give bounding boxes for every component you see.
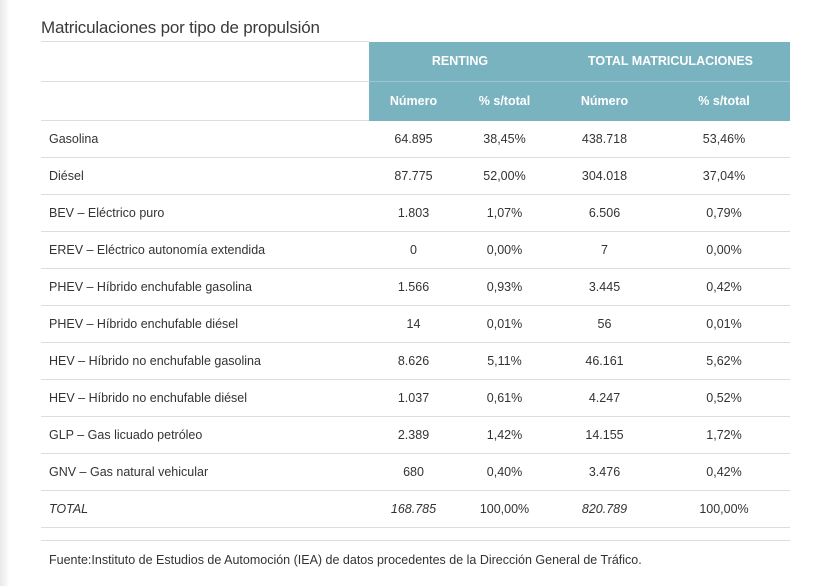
renting-numero-cell: 64.895: [369, 120, 458, 158]
header-blank-cell: [41, 41, 369, 82]
total-numero-cell: 3.476: [551, 453, 658, 491]
header-renting-pct: % s/total: [458, 81, 551, 121]
total-pct-cell: 1,72%: [658, 416, 791, 454]
table-title: Matriculaciones por tipo de propulsión: [41, 18, 320, 37]
divider: [41, 540, 790, 541]
header-column-row: Número % s/total Número % s/total: [41, 81, 791, 121]
renting-pct-cell: 1,07%: [458, 194, 551, 232]
total-numero-cell: 46.161: [551, 342, 658, 380]
renting-pct-cell: 0,40%: [458, 453, 551, 491]
total-label: TOTAL: [41, 490, 369, 528]
header-total-numero: Número: [551, 81, 658, 121]
renting-pct-cell: 0,61%: [458, 379, 551, 417]
renting-numero-cell: 87.775: [369, 157, 458, 195]
renting-pct-cell: 38,45%: [458, 120, 551, 158]
row-label: GLP – Gas licuado petróleo: [41, 416, 369, 454]
renting-numero-cell: 1.803: [369, 194, 458, 232]
total-numero-cell: 4.247: [551, 379, 658, 417]
header-renting-numero: Número: [369, 81, 458, 121]
renting-numero-cell: 2.389: [369, 416, 458, 454]
row-label: Diésel: [41, 157, 369, 195]
row-label: PHEV – Híbrido enchufable gasolina: [41, 268, 369, 306]
row-label: Gasolina: [41, 120, 369, 158]
total-pct-cell: 0,79%: [658, 194, 791, 232]
renting-numero-cell: 0: [369, 231, 458, 269]
total-pct-cell: 0,00%: [658, 231, 791, 269]
total-renting-pct: 100,00%: [458, 490, 551, 528]
propulsion-registrations-table: RENTING TOTAL MATRICULACIONES Número % s…: [41, 41, 791, 528]
renting-pct-cell: 52,00%: [458, 157, 551, 195]
table-row: PHEV – Híbrido enchufable gasolina 1.566…: [41, 268, 791, 306]
total-numero-cell: 438.718: [551, 120, 658, 158]
table-row: Diésel 87.775 52,00% 304.018 37,04%: [41, 157, 791, 195]
row-label: BEV – Eléctrico puro: [41, 194, 369, 232]
header-group-row: RENTING TOTAL MATRICULACIONES: [41, 41, 791, 82]
renting-pct-cell: 0,00%: [458, 231, 551, 269]
header-blank-cell: [41, 81, 369, 121]
row-label: GNV – Gas natural vehicular: [41, 453, 369, 491]
total-pct-cell: 37,04%: [658, 157, 791, 195]
table-row: HEV – Híbrido no enchufable diésel 1.037…: [41, 379, 791, 417]
total-pct-cell: 53,46%: [658, 120, 791, 158]
table-row: GLP – Gas licuado petróleo 2.389 1,42% 1…: [41, 416, 791, 454]
row-label: HEV – Híbrido no enchufable diésel: [41, 379, 369, 417]
renting-pct-cell: 5,11%: [458, 342, 551, 380]
header-group-renting: RENTING: [369, 41, 551, 82]
renting-pct-cell: 0,01%: [458, 305, 551, 343]
total-total-numero: 820.789: [551, 490, 658, 528]
table-row: GNV – Gas natural vehicular 680 0,40% 3.…: [41, 453, 791, 491]
renting-pct-cell: 0,93%: [458, 268, 551, 306]
total-pct-cell: 0,42%: [658, 453, 791, 491]
total-numero-cell: 3.445: [551, 268, 658, 306]
table-row: Gasolina 64.895 38,45% 438.718 53,46%: [41, 120, 791, 158]
total-numero-cell: 56: [551, 305, 658, 343]
page-edge-shadow: [0, 0, 10, 586]
row-label: EREV – Eléctrico autonomía extendida: [41, 231, 369, 269]
total-numero-cell: 7: [551, 231, 658, 269]
renting-pct-cell: 1,42%: [458, 416, 551, 454]
table-row: EREV – Eléctrico autonomía extendida 0 0…: [41, 231, 791, 269]
row-label: PHEV – Híbrido enchufable diésel: [41, 305, 369, 343]
total-renting-numero: 168.785: [369, 490, 458, 528]
table-row: PHEV – Híbrido enchufable diésel 14 0,01…: [41, 305, 791, 343]
total-pct-cell: 5,62%: [658, 342, 791, 380]
total-numero-cell: 6.506: [551, 194, 658, 232]
table-header: RENTING TOTAL MATRICULACIONES Número % s…: [41, 41, 791, 121]
total-pct-cell: 0,01%: [658, 305, 791, 343]
renting-numero-cell: 680: [369, 453, 458, 491]
total-numero-cell: 14.155: [551, 416, 658, 454]
table-row: BEV – Eléctrico puro 1.803 1,07% 6.506 0…: [41, 194, 791, 232]
total-row: TOTAL 168.785 100,00% 820.789 100,00%: [41, 490, 791, 528]
renting-numero-cell: 14: [369, 305, 458, 343]
renting-numero-cell: 1.037: [369, 379, 458, 417]
table-row: HEV – Híbrido no enchufable gasolina 8.6…: [41, 342, 791, 380]
total-pct-cell: 0,42%: [658, 268, 791, 306]
header-group-total: TOTAL MATRICULACIONES: [551, 41, 791, 82]
total-total-pct: 100,00%: [658, 490, 791, 528]
renting-numero-cell: 8.626: [369, 342, 458, 380]
total-pct-cell: 0,52%: [658, 379, 791, 417]
renting-numero-cell: 1.566: [369, 268, 458, 306]
header-total-pct: % s/total: [658, 81, 791, 121]
row-label: HEV – Híbrido no enchufable gasolina: [41, 342, 369, 380]
source-note: Fuente:Instituto de Estudios de Automoci…: [49, 553, 642, 567]
table-body: Gasolina 64.895 38,45% 438.718 53,46% Di…: [41, 120, 791, 528]
total-numero-cell: 304.018: [551, 157, 658, 195]
